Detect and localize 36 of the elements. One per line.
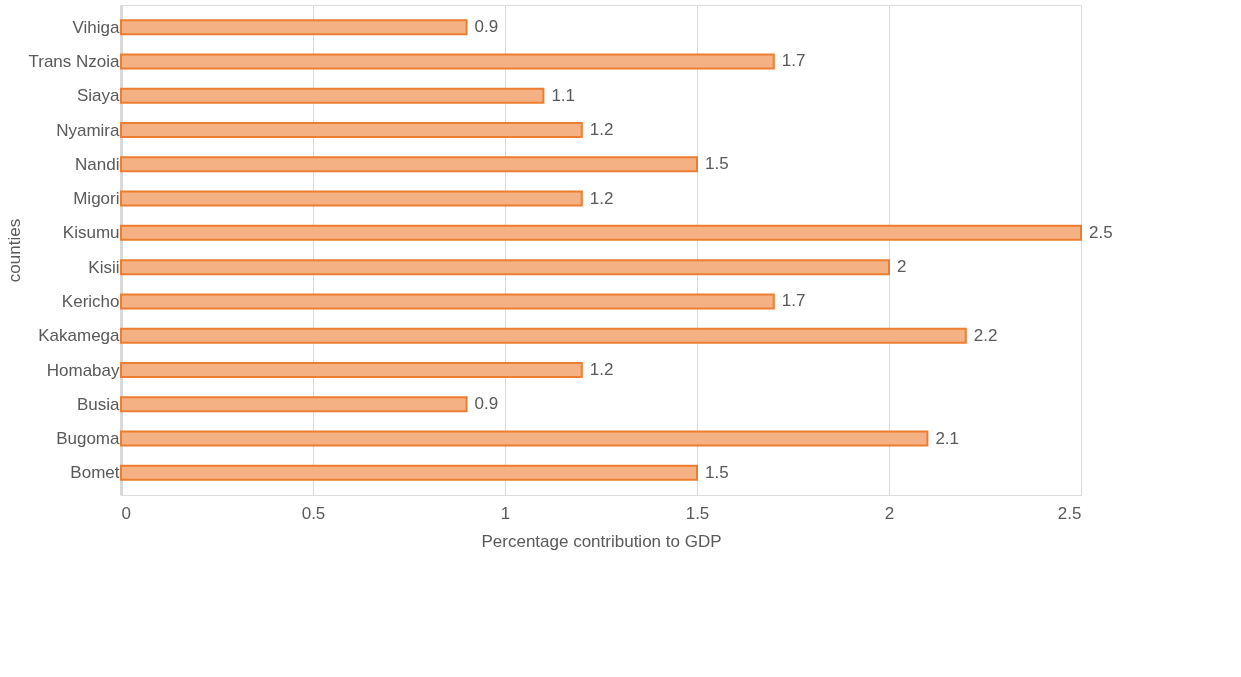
- y-tick-label: Bomet: [70, 463, 120, 483]
- y-tick-label: Siaya: [76, 86, 121, 106]
- x-tick-label: 0: [121, 503, 131, 523]
- y-tick-label: Bugoma: [56, 429, 121, 449]
- y-tick-label: Kericho: [61, 291, 120, 311]
- y-tick-label: Vihiga: [72, 17, 121, 37]
- data-label: 0.9: [474, 394, 499, 414]
- x-axis-title: Percentage contribution to GDP: [481, 531, 722, 551]
- y-tick-label: Kisii: [88, 257, 120, 277]
- y-tick-label: Homabay: [46, 360, 120, 380]
- x-tick-label: 2.5: [1057, 503, 1082, 523]
- data-label: 1.5: [705, 462, 729, 482]
- y-tick-label: Nandi: [75, 154, 120, 174]
- x-tick-label: 1.5: [685, 503, 710, 523]
- data-label: 1.5: [705, 154, 729, 174]
- data-label: 1.2: [589, 360, 614, 379]
- data-label: 2.5: [1089, 222, 1113, 242]
- data-label: 2: [897, 257, 907, 277]
- data-label: 1.1: [551, 85, 576, 105]
- data-label: 0.9: [474, 17, 499, 37]
- x-tick-label: 2: [884, 503, 895, 523]
- y-tick-label: Migori: [73, 189, 120, 209]
- y-tick-label: Kakamega: [38, 326, 121, 346]
- data-label: 1.7: [781, 291, 806, 311]
- y-tick-label: Nyamira: [56, 120, 121, 140]
- y-tick-label: Busia: [76, 394, 121, 414]
- data-label: 1.2: [589, 188, 614, 208]
- data-label: 2.2: [973, 325, 998, 345]
- y-tick-label: Trans Nzoia: [28, 51, 121, 71]
- x-tick-label: 1: [500, 503, 511, 523]
- data-label: 1.2: [589, 120, 614, 139]
- data-label: 1.7: [781, 51, 806, 71]
- y-tick-label: Kisumu: [62, 223, 120, 243]
- x-tick-label: 0.5: [301, 503, 326, 523]
- data-label: 2.1: [935, 428, 960, 448]
- y-axis-title: counties: [5, 218, 25, 283]
